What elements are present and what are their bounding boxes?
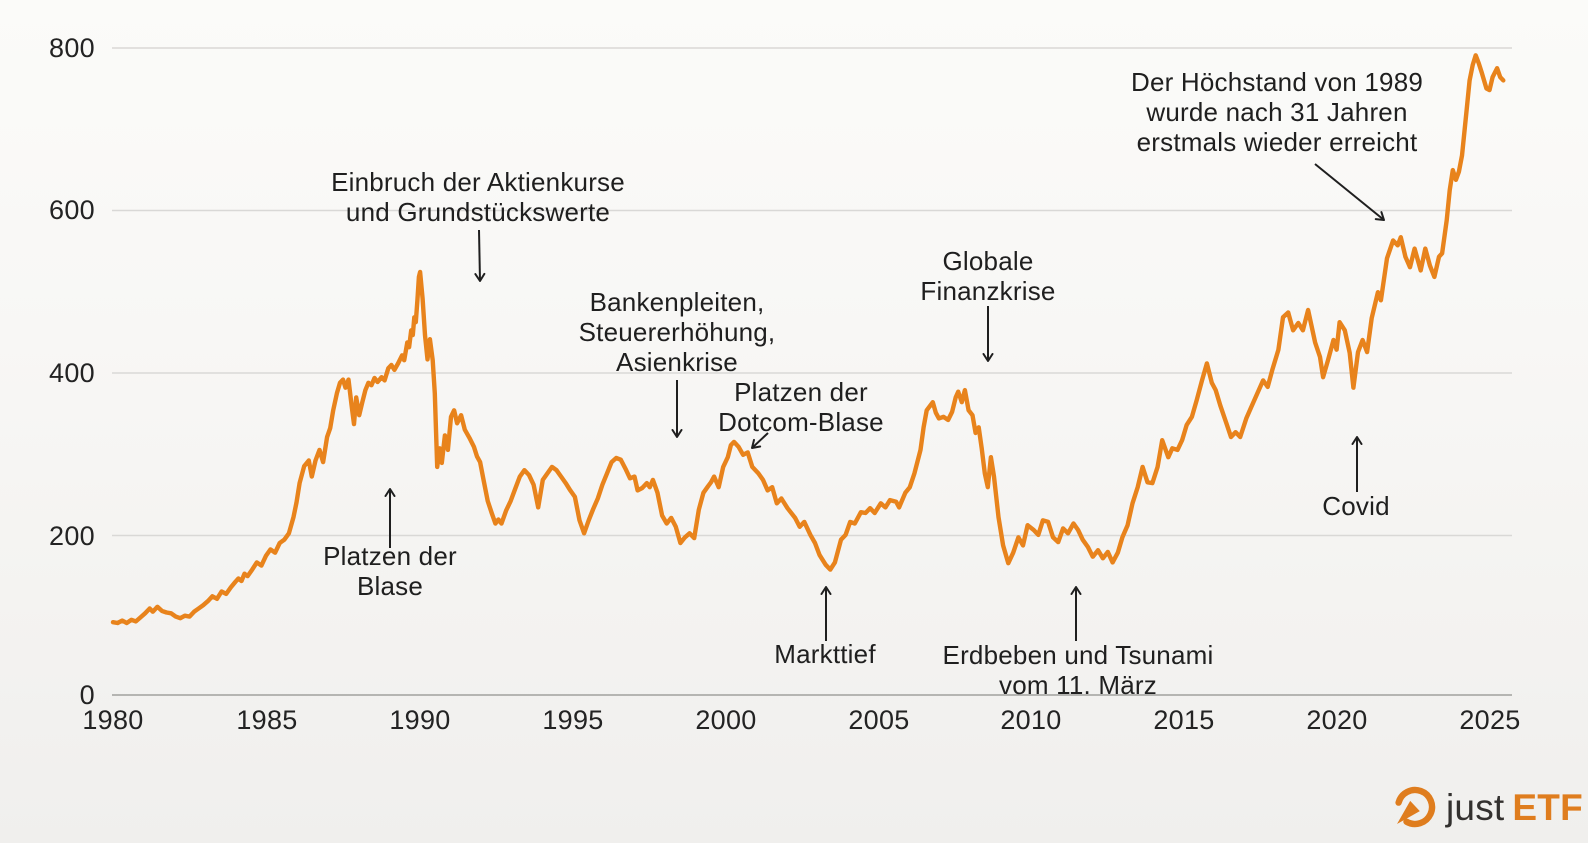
ytick-800: 800 [49,33,95,63]
xtick-2025: 2025 [1459,705,1521,735]
xtick-1990: 1990 [389,705,451,735]
logo-dial-icon [1395,786,1436,828]
xtick-2020: 2020 [1306,705,1368,735]
xtick-1985: 1985 [236,705,298,735]
annotation-hoechstand: Der Höchstand von 1989 wurde nach 31 Jah… [1130,67,1424,157]
xtick-2010: 2010 [1000,705,1062,735]
ytick-0: 0 [79,680,95,710]
index-line [110,53,1506,626]
justetf-logo: just ETF [1392,784,1583,832]
annotation-bankenpleiten: Bankenpleiten, Steuererhöhung, Asienkris… [578,287,776,377]
arrow-dotcom [751,432,769,449]
annotation-erdbeben: Erdbeben und Tsunami vom 11. März [942,640,1214,700]
xtick-2015: 2015 [1153,705,1215,735]
annotation-dotcom: Platzen der Dotcom-Blase [718,377,884,437]
arrow-einbruch [474,229,486,282]
xtick-1995: 1995 [542,705,604,735]
annotation-platzen-blase: Platzen der Blase [323,541,457,601]
logo-text-etf: ETF [1512,787,1583,828]
xtick-2005: 2005 [848,705,910,735]
gridlines [112,47,1512,696]
arrow-hoechstand [1314,163,1385,221]
ytick-600: 600 [49,195,95,225]
xtick-2000: 2000 [695,705,757,735]
ytick-400: 400 [49,358,95,388]
annotation-finanzkrise: Globale Finanzkrise [920,246,1056,306]
annotation-arrows [384,163,1385,641]
annotation-markttief: Markttief [774,639,876,669]
annotation-einbruch: Einbruch der Aktienkurse und Grundstücks… [331,167,625,227]
xtick-1980: 1980 [82,705,144,735]
logo-text-just: just [1446,787,1505,828]
annotation-covid: Covid [1322,491,1390,521]
ytick-200: 200 [49,521,95,551]
